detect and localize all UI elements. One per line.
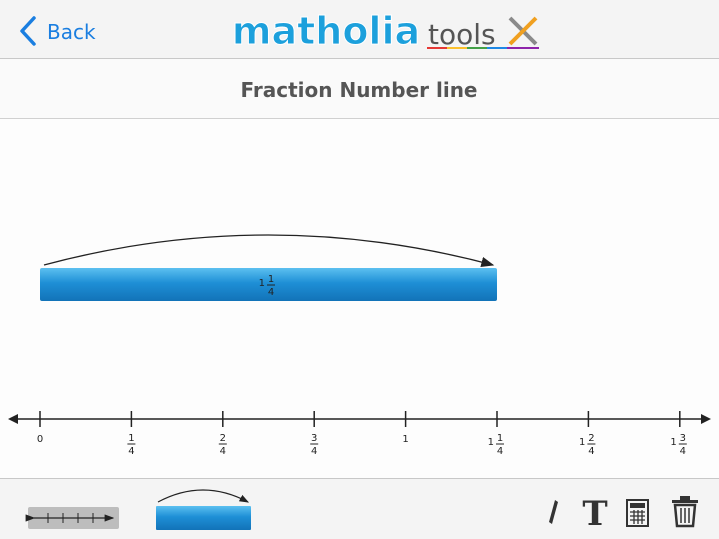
page-title: Fraction Number line bbox=[241, 78, 478, 102]
toolbar bbox=[0, 479, 719, 539]
jump-arrow bbox=[43, 234, 495, 268]
denominator: 4 bbox=[497, 446, 503, 457]
denominator: 4 bbox=[311, 446, 317, 457]
back-button[interactable]: Back bbox=[20, 16, 96, 46]
whole-part: 1 bbox=[488, 437, 494, 448]
numerator: 2 bbox=[588, 433, 594, 444]
bar-label: 1 14 bbox=[259, 274, 275, 298]
whole-part: 1 bbox=[402, 434, 408, 445]
text-tool[interactable]: T bbox=[582, 494, 607, 534]
logo-underline bbox=[427, 47, 539, 49]
numerator: 3 bbox=[311, 433, 317, 444]
denominator: 4 bbox=[268, 287, 274, 298]
whole-part: 1 bbox=[670, 437, 676, 448]
denominator: 4 bbox=[680, 446, 686, 457]
whole-part: 1 bbox=[579, 437, 585, 448]
tools-icon bbox=[508, 16, 538, 46]
logo: matholia bbox=[232, 9, 420, 53]
bar-tool[interactable] bbox=[156, 489, 251, 530]
whole-part: 0 bbox=[37, 434, 43, 445]
denominator: 4 bbox=[220, 446, 226, 457]
numerator: 1 bbox=[497, 433, 503, 444]
pencil-tool[interactable] bbox=[549, 500, 558, 524]
back-chevron bbox=[20, 16, 36, 46]
calculator-tool[interactable] bbox=[626, 499, 649, 527]
trash-tool[interactable] bbox=[672, 496, 698, 528]
numerator: 1 bbox=[128, 433, 134, 444]
numerator: 3 bbox=[680, 433, 686, 444]
whole-part: 1 bbox=[259, 278, 265, 289]
line-arrow-right bbox=[701, 414, 711, 424]
header-bar bbox=[0, 0, 719, 58]
logo-suffix: tools bbox=[428, 18, 496, 51]
line-arrow-left bbox=[8, 414, 18, 424]
back-label[interactable]: Back bbox=[47, 20, 96, 44]
number-line-tool[interactable] bbox=[25, 507, 119, 529]
title-band bbox=[0, 59, 719, 118]
denominator: 4 bbox=[588, 446, 594, 457]
numerator: 2 bbox=[220, 433, 226, 444]
denominator: 4 bbox=[128, 446, 134, 457]
numerator: 1 bbox=[268, 274, 274, 285]
